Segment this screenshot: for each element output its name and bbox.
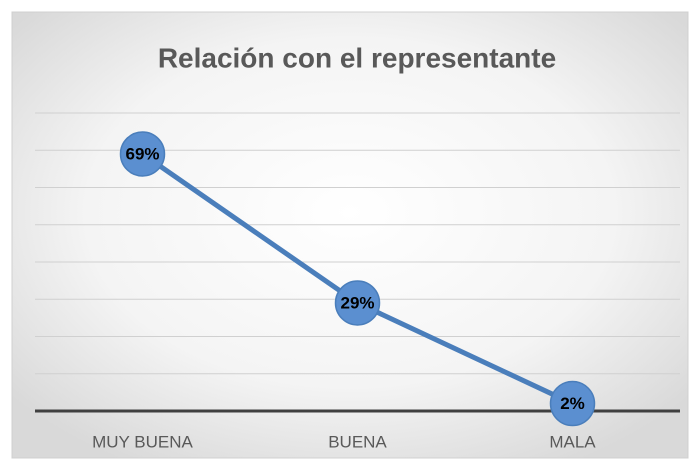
- x-tick-label: MALA: [549, 432, 596, 451]
- data-label: 69%: [125, 144, 159, 163]
- data-label: 29%: [340, 293, 374, 312]
- data-point: [334, 280, 381, 326]
- data-label: 2%: [560, 394, 585, 413]
- data-point: [119, 131, 166, 177]
- data-point: [549, 380, 596, 427]
- chart-title: Relación con el representante: [158, 42, 556, 73]
- x-tick-label: MUY BUENA: [92, 432, 193, 451]
- x-tick-label: BUENA: [328, 432, 387, 451]
